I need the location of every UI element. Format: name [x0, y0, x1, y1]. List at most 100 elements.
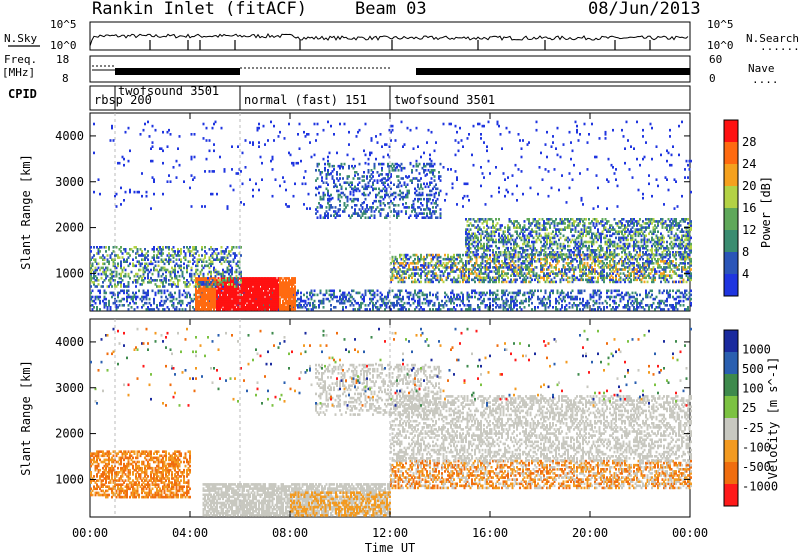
data-cell: [148, 281, 151, 284]
data-cell: [456, 266, 458, 269]
data-cell: [114, 254, 116, 257]
data-cell: [91, 281, 94, 284]
data-cell: [499, 264, 502, 267]
data-cell: [264, 299, 266, 303]
data-cell: [468, 280, 470, 284]
data-cell: [453, 262, 455, 265]
data-cell: [429, 278, 431, 282]
data-cell: [426, 295, 428, 299]
data-cell: [163, 291, 166, 295]
data-cell: [439, 304, 442, 307]
data-cell: [178, 289, 181, 293]
data-cell: [280, 306, 283, 309]
data-cell: [301, 306, 304, 309]
data-cell: [240, 293, 242, 297]
data-cell: [429, 280, 431, 284]
data-cell: [126, 289, 128, 293]
data-cell: [610, 308, 613, 311]
data-cell: [630, 301, 632, 305]
data-cell: [466, 297, 469, 301]
data-cell: [403, 306, 406, 309]
data-cell: [202, 283, 205, 286]
data-cell: [228, 285, 230, 288]
data-cell: [198, 277, 200, 280]
data-cell: [502, 274, 505, 277]
data-cell: [505, 272, 508, 275]
data-cell: [688, 295, 691, 299]
data-cell: [270, 279, 272, 282]
data-cell: [159, 248, 161, 251]
data-cell: [235, 246, 238, 249]
data-cell: [414, 291, 416, 295]
data-cell: [285, 279, 287, 282]
data-cell: [334, 295, 337, 299]
data-cell: [127, 274, 130, 278]
data-cell: [393, 274, 395, 277]
data-cell: [483, 276, 485, 280]
data-cell: [492, 308, 494, 311]
data-cell: [210, 264, 212, 268]
data-cell: [231, 270, 233, 274]
data-cell: [202, 297, 205, 301]
data-cell: [178, 274, 181, 278]
data-cell: [246, 297, 248, 301]
data-cell: [555, 308, 557, 311]
data-cell: [558, 260, 560, 263]
data-cell: [252, 299, 254, 303]
data-cell: [246, 285, 248, 288]
data-cell: [360, 295, 362, 299]
data-cell: [237, 283, 239, 286]
data-cell: [483, 226, 485, 229]
data-cell: [586, 299, 589, 303]
data-cell: [504, 264, 506, 267]
data-cell: [441, 304, 443, 307]
data-cell: [172, 297, 175, 301]
data-cell: [274, 299, 277, 303]
data-cell: [220, 262, 223, 266]
data-cell: [667, 291, 670, 295]
data-cell: [100, 246, 103, 249]
data-cell: [319, 289, 322, 293]
data-cell: [136, 279, 139, 282]
data-cell: [598, 289, 601, 293]
data-cell: [247, 279, 250, 282]
data-cell: [436, 308, 439, 311]
data-cell: [102, 266, 104, 270]
data-cell: [477, 268, 479, 271]
data-cell: [384, 295, 386, 299]
data-cell: [480, 272, 482, 275]
data-cell: [495, 295, 497, 299]
data-cell: [208, 262, 211, 266]
data-cell: [459, 255, 461, 259]
data-cell: [492, 304, 494, 307]
data-cell: [231, 301, 233, 305]
data-cell: [501, 297, 503, 301]
data-cell: [357, 301, 359, 305]
data-cell: [496, 289, 499, 293]
data-cell: [525, 299, 527, 303]
data-cell: [373, 293, 376, 297]
data-cell: [280, 304, 283, 307]
data-cell: [162, 266, 164, 270]
data-cell: [205, 281, 208, 284]
data-cell: [120, 264, 122, 268]
data-cell: [286, 293, 289, 297]
data-cell: [271, 301, 274, 305]
data-cell: [463, 278, 466, 282]
data-cell: [315, 306, 317, 309]
data-cell: [486, 260, 488, 263]
data-cell: [118, 304, 121, 307]
data-cell: [258, 291, 260, 295]
data-cell: [451, 255, 454, 259]
data-cell: [276, 291, 278, 295]
data-cell: [489, 255, 491, 259]
data-cell: [187, 248, 190, 251]
data-cell: [105, 266, 107, 270]
data-cell: [601, 301, 604, 305]
data-cell: [187, 301, 190, 305]
data-cell: [663, 289, 665, 293]
data-cell: [271, 308, 274, 311]
data-cell: [139, 264, 142, 268]
data-cell: [313, 304, 316, 307]
data-cell: [627, 304, 629, 307]
